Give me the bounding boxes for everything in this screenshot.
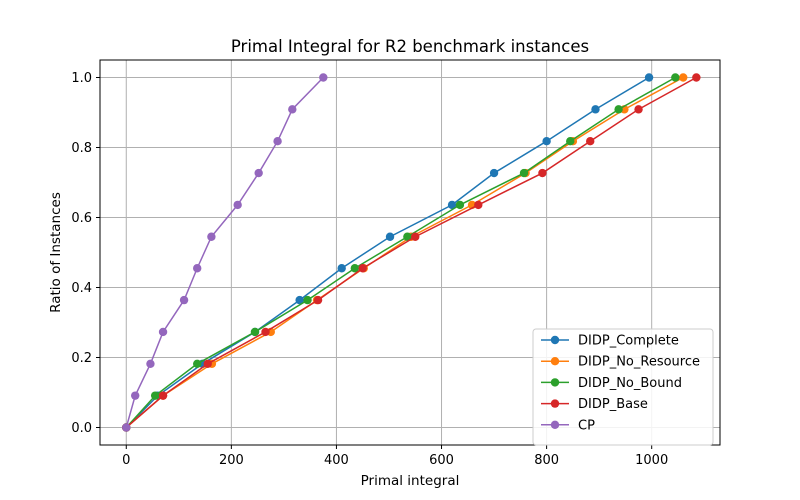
- data-point: [542, 137, 551, 146]
- series-layer: [122, 73, 701, 432]
- x-axis-title: Primal integral: [361, 473, 460, 489]
- legend-item: DIDP_No_Resource: [541, 355, 700, 370]
- y-tick-label: 0.2: [71, 351, 92, 366]
- legend: DIDP_Complete DIDP_No_Resource DIDP_No_Bou…: [532, 328, 714, 446]
- legend-item: DIDP_No_Bound: [541, 376, 682, 391]
- data-point: [250, 327, 260, 337]
- legend-item: DIDP_Base: [541, 397, 648, 412]
- data-point: [295, 295, 304, 305]
- series-line: [125, 76, 676, 429]
- data-point: [350, 264, 360, 273]
- legend-swatch-marker: [550, 420, 560, 429]
- legend-box: [532, 328, 714, 446]
- data-point: [644, 73, 654, 82]
- legend-label: DIDP_Complete: [578, 334, 679, 349]
- grid: [100, 60, 720, 445]
- series-line: [125, 76, 650, 429]
- data-point: [158, 391, 168, 400]
- y-tick-label: 0.4: [71, 281, 92, 296]
- data-point: [303, 295, 312, 305]
- x-tick-label: 200: [219, 453, 244, 468]
- series-CP: [122, 73, 328, 432]
- y-tick-label: 0.6: [71, 211, 92, 226]
- data-point: [146, 359, 155, 368]
- data-point: [671, 73, 680, 82]
- data-point: [193, 359, 202, 368]
- data-point: [634, 105, 643, 114]
- y-tick-label: 1.0: [71, 71, 92, 86]
- data-point: [131, 391, 140, 400]
- data-point: [207, 232, 216, 241]
- chart-title: Primal Integral for R2 benchmark instanc…: [231, 37, 589, 56]
- data-point: [489, 168, 499, 178]
- data-point: [313, 295, 323, 305]
- data-point: [179, 295, 189, 305]
- legend-swatch-marker: [550, 357, 560, 366]
- data-point: [261, 327, 270, 337]
- data-point: [586, 137, 595, 146]
- data-point: [474, 200, 483, 210]
- data-point: [358, 264, 367, 273]
- data-point: [122, 423, 131, 432]
- series-line: [125, 76, 684, 429]
- data-point: [193, 264, 202, 273]
- data-point: [385, 232, 395, 241]
- x-tick-label: 600: [429, 453, 454, 468]
- legend-item: DIDP_Complete: [541, 334, 679, 349]
- data-point: [158, 327, 168, 337]
- x-tick-label: 1000: [635, 453, 668, 468]
- series-line: [125, 76, 697, 429]
- legend-item: CP: [541, 418, 595, 433]
- data-point: [254, 168, 263, 178]
- series-DIDP_No_Bound: [122, 73, 680, 432]
- data-point: [519, 168, 529, 178]
- legend-label: DIDP_No_Bound: [578, 376, 682, 391]
- data-point: [455, 200, 465, 210]
- data-point: [679, 73, 688, 82]
- y-tick-label: 0.0: [71, 421, 92, 436]
- data-point: [614, 105, 623, 114]
- data-point: [403, 232, 412, 241]
- data-point: [538, 168, 547, 178]
- data-point: [566, 137, 575, 146]
- x-tick-label: 400: [324, 453, 349, 468]
- legend-swatch-marker: [550, 378, 560, 387]
- data-point: [337, 264, 346, 273]
- data-point: [203, 359, 212, 368]
- x-tick-label: 0: [122, 453, 130, 468]
- data-point: [233, 200, 242, 210]
- y-tick-label: 0.8: [71, 141, 92, 156]
- data-point: [288, 105, 297, 114]
- data-point: [150, 391, 160, 400]
- x-tick-label: 800: [534, 453, 559, 468]
- legend-label: DIDP_No_Resource: [578, 355, 700, 370]
- y-axis-title: Ratio of Instances: [48, 192, 64, 313]
- legend-label: DIDP_Base: [578, 397, 648, 412]
- data-point: [447, 200, 457, 210]
- legend-label: CP: [578, 418, 595, 433]
- data-point: [319, 73, 328, 82]
- legend-swatch-marker: [550, 335, 560, 345]
- axis-ticks: 0 200 400 600 800 1000 0.0 0.2 0.4 0.6 0.8 1.0: [71, 71, 668, 468]
- data-point: [411, 232, 420, 241]
- data-point: [273, 137, 282, 146]
- legend-swatch-marker: [550, 399, 560, 408]
- plot-area-frame: [99, 59, 721, 446]
- series-line: [125, 76, 324, 428]
- data-point: [591, 105, 600, 114]
- data-point: [692, 73, 701, 82]
- series-DIDP_Base: [122, 73, 701, 432]
